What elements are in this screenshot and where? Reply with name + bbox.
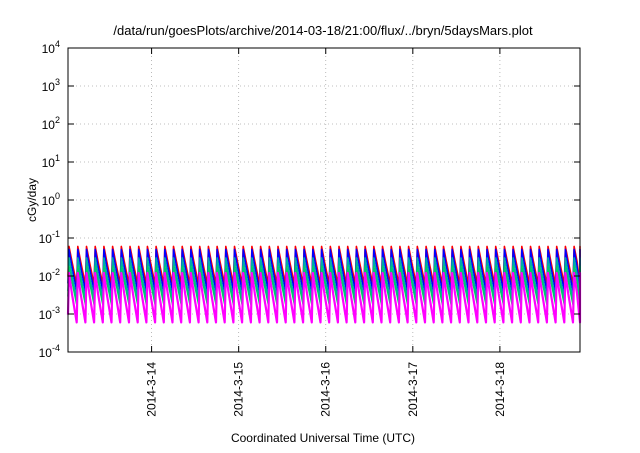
y-axis-label: cGy/day (25, 178, 39, 222)
y-tick-label: 10-4 (39, 343, 60, 360)
y-tick-label: 103 (42, 77, 60, 94)
y-tick-label: 10-2 (39, 267, 60, 284)
y-tick-label: 101 (42, 153, 60, 170)
x-axis: 2014-3-14 2014-3-15 2014-3-16 2014-3-17 2014… (145, 48, 507, 417)
x-tick-label: 2014-3-18 (493, 362, 507, 417)
y-axis: 104 103 102 101 100 10-1 10-2 10-3 10-4 (39, 39, 580, 360)
y-tick-label: 10-1 (39, 229, 60, 246)
y-tick-label: 100 (42, 191, 60, 208)
series-layer (66, 245, 582, 324)
x-tick-label: 2014-3-15 (232, 362, 246, 417)
x-tick-label: 2014-3-17 (406, 362, 420, 417)
x-axis-label: Coordinated Universal Time (UTC) (231, 431, 415, 445)
series-line (66, 271, 582, 324)
y-tick-label: 104 (42, 39, 60, 56)
y-tick-label: 10-3 (39, 305, 60, 322)
x-tick-label: 2014-3-16 (319, 362, 333, 417)
y-tick-label: 102 (42, 115, 60, 132)
chart-title: /data/run/goesPlots/archive/2014-03-18/2… (113, 23, 533, 38)
x-tick-label: 2014-3-14 (145, 362, 159, 417)
